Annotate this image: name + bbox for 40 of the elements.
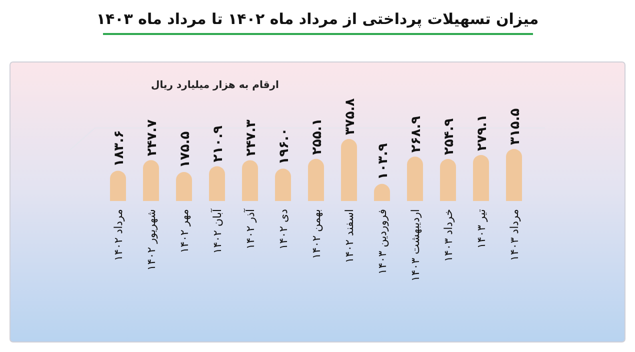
chart-title: میزان تسهیلات پرداختی از مرداد ماه ۱۴۰۲ تا مرداد ماه ۱۴۰۳ [96,10,539,28]
bar [341,139,357,201]
chart-subtitle: ارقام به هزار میلیارد ریال [151,80,279,91]
data-label: ۲۷۹.۱ [475,114,490,151]
bar [209,166,225,201]
data-label: ۱۷۵.۵ [178,131,193,168]
data-label: ۲۵۵.۱ [310,118,325,155]
x-tick-label: مهر ۱۴۰۲ [178,208,191,254]
data-label: ۳۷۵.۸ [343,98,358,135]
x-tick-label: فروردین ۱۴۰۳ [376,209,389,274]
bar [506,148,522,201]
x-tick-label: آذر ۱۴۰۲ [243,208,257,250]
x-tick-label: دی ۱۴۰۲ [277,208,290,250]
data-label: ۲۱۰.۹ [211,125,226,162]
data-label: ۲۴۷.۳ [244,119,259,156]
bar [275,168,291,201]
data-label: ۳۱۵.۵ [508,108,523,145]
x-tick-label: خرداد ۱۴۰۳ [442,209,455,262]
bar [143,160,159,201]
bar [308,158,324,201]
data-label: ۱۹۶.۰ [277,128,292,165]
data-label: ۲۴۷.۷ [145,119,160,156]
data-label: ۲۵۴.۹ [442,118,457,155]
bar [473,154,489,201]
bar [440,158,456,201]
x-tick-label: تیر ۱۴۰۳ [475,209,488,249]
bar [242,160,258,201]
bar [176,172,192,201]
x-tick-label: مرداد ۱۴۰۲ [112,208,125,261]
x-tick-label: مرداد ۱۴۰۳ [508,208,521,261]
x-tick-label: اردیبهشت ۱۴۰۳ [409,209,422,282]
data-label: ۱۰۳.۹ [376,143,391,180]
x-tick-label: بهمن ۱۴۰۲ [310,209,323,260]
data-label: ۲۶۸.۹ [409,116,424,153]
bar [407,156,423,201]
bar [110,170,126,201]
data-label: ۱۸۳.۶ [112,130,127,167]
x-tick-label: آبان ۱۴۰۲ [210,208,224,254]
x-tick-label: اسفند ۱۴۰۲ [343,209,356,264]
x-tick-label: شهریور ۱۴۰۲ [145,209,158,271]
